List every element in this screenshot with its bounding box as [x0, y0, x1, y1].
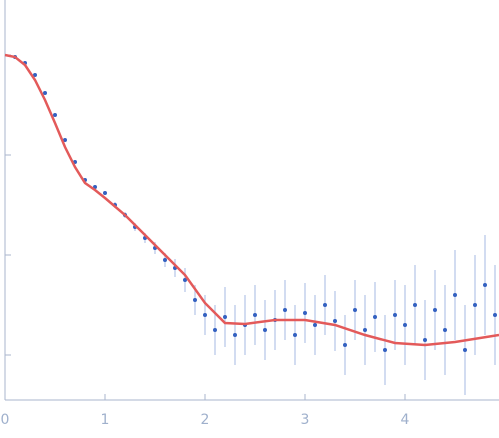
data-point: [203, 313, 207, 317]
data-point: [303, 311, 307, 315]
fit-line: [4, 53, 499, 347]
data-point: [193, 298, 197, 302]
data-point: [363, 328, 367, 332]
data-point: [323, 303, 327, 307]
data-point: [443, 328, 447, 332]
data-point: [423, 338, 427, 342]
x-tick-label: 2: [201, 412, 210, 428]
data-point: [183, 278, 187, 282]
data-point: [223, 315, 227, 319]
data-point: [493, 313, 497, 317]
data-point: [43, 91, 47, 95]
x-tick-label: 3: [301, 412, 310, 428]
data-point: [413, 303, 417, 307]
x-tick-label: 0: [1, 412, 10, 428]
data-point: [103, 191, 107, 195]
data-point: [333, 319, 337, 323]
data-point: [33, 73, 37, 77]
x-tick-label: 4: [401, 412, 410, 428]
data-point: [353, 308, 357, 312]
data-point: [163, 258, 167, 262]
data-point: [283, 308, 287, 312]
data-point: [293, 333, 297, 337]
data-point: [63, 138, 67, 142]
data-point: [233, 333, 237, 337]
data-point: [213, 328, 217, 332]
data-point: [433, 308, 437, 312]
data-point: [53, 113, 57, 117]
data-point: [483, 283, 487, 287]
data-point: [383, 348, 387, 352]
data-point: [393, 313, 397, 317]
data-point: [263, 328, 267, 332]
data-point: [253, 313, 257, 317]
data-point: [473, 303, 477, 307]
data-point: [313, 323, 317, 327]
data-point: [343, 343, 347, 347]
data-point: [403, 323, 407, 327]
data-point: [453, 293, 457, 297]
data-point: [463, 348, 467, 352]
x-tick-label: 1: [101, 412, 110, 428]
data-point: [373, 315, 377, 319]
